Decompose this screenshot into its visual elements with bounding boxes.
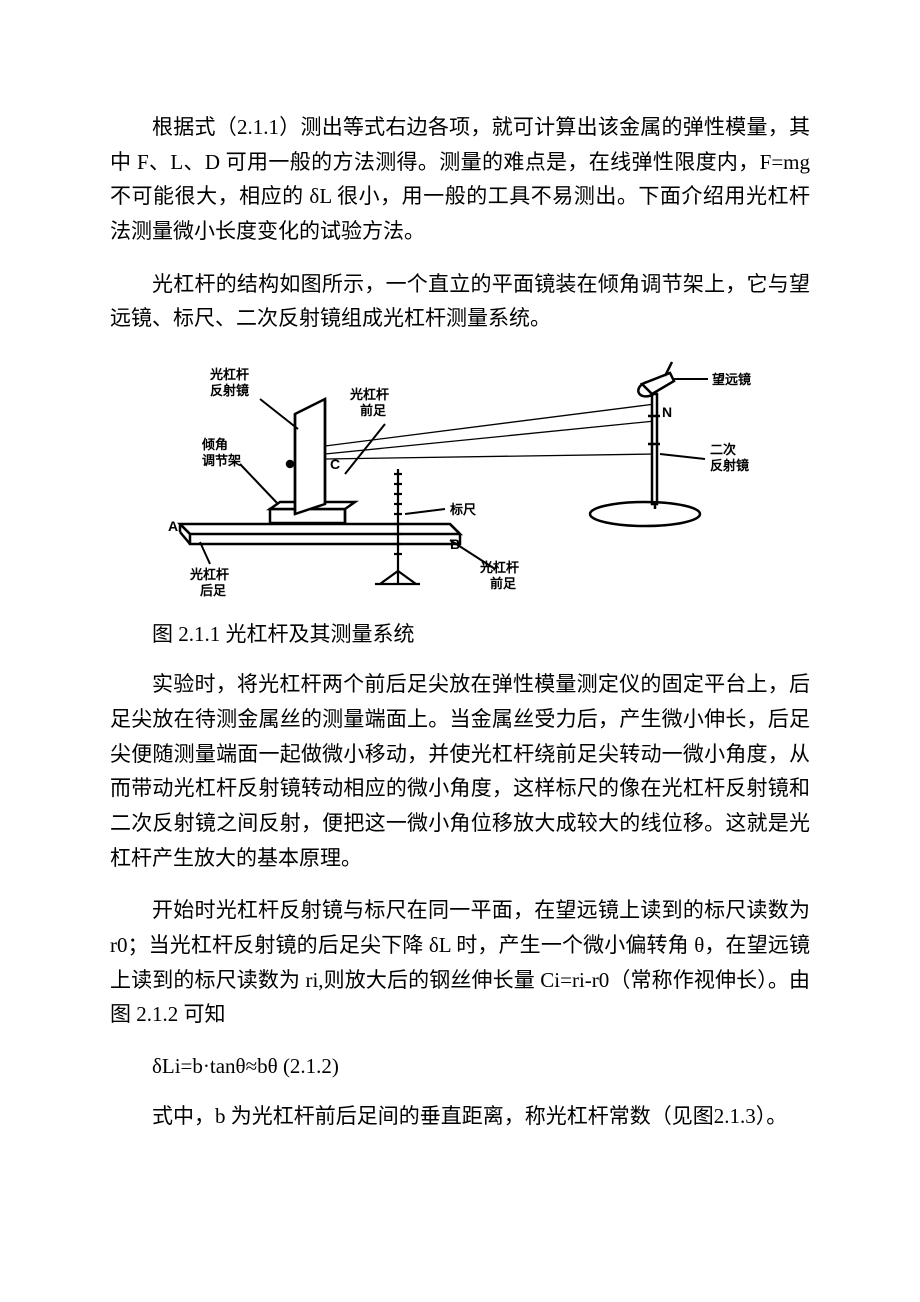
paragraph-2: 光杠杆的结构如图所示，一个直立的平面镜装在倾角调节架上，它与望远镜、标尺、二次反… <box>110 267 810 336</box>
paragraph-4: 开始时光杠杆反射镜与标尺在同一平面，在望远镜上读到的标尺读数为 r0；当光杠杆反… <box>110 893 810 1032</box>
secondary-mirror-label: 二次 反射镜 <box>710 442 749 473</box>
mirror-label: 光杠杆 反射镜 <box>209 367 253 398</box>
paragraph-1: 根据式（2.1.1）测出等式右边各项，就可计算出该金属的弹性模量，其中 F、L、… <box>110 110 810 249</box>
label-n: N <box>662 404 672 420</box>
ruler-leader <box>405 509 445 514</box>
rear-foot-text: 光杠杆 后足 <box>189 567 233 598</box>
platform <box>180 524 460 544</box>
tilt-frame-label-group <box>240 464 278 504</box>
figure-caption: 图 2.1.1 光杠杆及其测量系统 <box>110 618 810 652</box>
ruler-label: 标尺 <box>449 502 476 517</box>
rear-foot-label <box>200 542 210 564</box>
front-foot-top-label: 光杠杆 前足 <box>349 387 393 418</box>
front-foot-bottom-label: 光杠杆 前足 <box>479 560 523 591</box>
svg-text:s: s <box>303 478 308 492</box>
secondary-mirror <box>648 394 660 504</box>
telescope-label: 望远镜 <box>712 372 751 387</box>
secondary-mirror-leader <box>660 454 705 459</box>
paragraph-3: 实验时，将光杠杆两个前后足尖放在弹性模量测定仪的固定平台上，后足尖放在待测金属丝… <box>110 667 810 875</box>
label-a: A <box>168 518 178 534</box>
paragraph-5: 式中，b 为光杠杆前后足间的垂直距离，称光杠杆常数（见图2.1.3）。 <box>110 1099 810 1134</box>
tilt-frame-label: 倾角 调节架 <box>201 437 241 468</box>
mirror-label-group <box>260 399 298 429</box>
formula-2-1-2: δLi=b·tanθ≈bθ (2.1.2) <box>110 1050 810 1084</box>
figure-2-1-1: A B 光杠杆 后足 s s C <box>110 354 810 614</box>
mirror-base <box>590 502 700 526</box>
svg-text:s: s <box>303 443 308 457</box>
telescope <box>636 362 674 399</box>
